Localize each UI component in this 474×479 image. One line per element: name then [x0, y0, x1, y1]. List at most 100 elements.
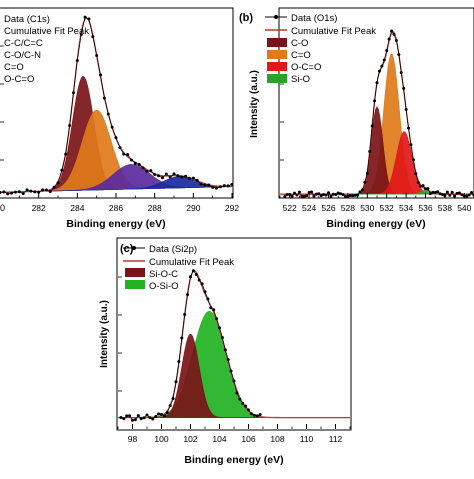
data-point — [49, 190, 52, 193]
legend-o1s-oco-label: O-C=O — [291, 62, 321, 73]
data-point — [201, 282, 204, 285]
panel-c1s-legend: Data (C1s) Cumulative Fit Peak C-C/C=C C… — [4, 14, 89, 85]
data-point — [212, 308, 215, 311]
data-point — [172, 397, 175, 400]
data-point — [76, 59, 79, 62]
data-point — [145, 170, 148, 173]
data-point — [227, 184, 230, 187]
data-point — [122, 417, 125, 420]
data-point — [458, 191, 461, 194]
data-point — [176, 174, 179, 177]
data-point — [392, 33, 395, 36]
legend-o1s-c-double-o-swatch — [267, 50, 287, 59]
x-tick-label: 106 — [241, 434, 255, 444]
data-point — [142, 166, 145, 169]
data-point — [468, 194, 471, 197]
data-point — [148, 416, 151, 419]
data-point — [99, 73, 102, 76]
legend-si2p-osio-swatch — [125, 280, 145, 289]
data-point — [91, 35, 94, 38]
data-point — [238, 398, 241, 401]
data-point — [436, 190, 439, 193]
data-point — [198, 279, 201, 282]
panel-si2p-marks — [118, 269, 350, 421]
data-point — [259, 413, 262, 416]
legend-o1s-data-label: Data (O1s) — [291, 13, 337, 24]
data-point — [388, 38, 391, 41]
data-point — [446, 191, 449, 194]
data-point — [6, 192, 9, 195]
data-point — [390, 29, 393, 32]
legend-si2p-data-marker — [132, 246, 136, 250]
data-point — [402, 87, 405, 90]
data-point — [417, 181, 420, 184]
data-point — [33, 190, 36, 193]
data-point — [29, 190, 32, 193]
data-point — [134, 162, 137, 165]
data-point — [305, 194, 308, 197]
data-point — [87, 17, 90, 20]
panel-o1s-panel-label: (b) — [239, 12, 253, 24]
data-point — [22, 192, 25, 195]
legend-si2p-fit-label: Cumulative Fit Peak — [149, 257, 234, 268]
data-point — [448, 194, 451, 197]
legend-o1s-sio-label: Si-O — [291, 74, 310, 85]
data-point — [414, 172, 417, 175]
data-point — [180, 337, 183, 340]
data-point — [224, 348, 227, 351]
data-point — [154, 415, 157, 418]
data-point — [107, 112, 110, 115]
data-point — [295, 193, 298, 196]
x-tick-label: 532 — [380, 203, 394, 213]
data-point — [405, 108, 408, 111]
data-point — [134, 418, 137, 421]
data-point — [45, 188, 48, 191]
legend-o1s-data-marker — [274, 15, 278, 19]
panel-o1s-legend: Data (O1s) Cumulative Fit Peak C-O C=O O… — [265, 13, 376, 85]
data-point — [138, 163, 141, 166]
x-tick-label: 522 — [283, 203, 297, 213]
x-tick-label: 538 — [438, 203, 452, 213]
data-point — [310, 191, 313, 194]
data-point — [426, 187, 429, 190]
data-point — [407, 127, 410, 130]
data-point — [157, 174, 160, 177]
data-point — [211, 186, 214, 189]
x-tick-label: 530 — [360, 203, 374, 213]
legend-o1s-fit-label: Cumulative Fit Peak — [291, 26, 376, 37]
x-tick-label: 536 — [418, 203, 432, 213]
data-point — [363, 181, 366, 184]
legend-c1s-co-label: C-O/C-N — [4, 50, 41, 61]
x-tick-label: 104 — [212, 434, 226, 444]
data-point — [293, 192, 296, 195]
data-point — [146, 413, 149, 416]
data-point — [128, 414, 131, 417]
panel-si2p-y-axis-title: Intensity (a.u.) — [99, 300, 110, 368]
data-point — [153, 173, 156, 176]
data-point — [244, 405, 247, 408]
data-point — [180, 176, 183, 179]
data-point — [253, 414, 256, 417]
data-point — [160, 413, 163, 416]
data-point — [298, 191, 301, 194]
legend-si2p-sioc-label: Si-O-C — [149, 269, 178, 280]
data-point — [26, 188, 29, 191]
data-point — [203, 183, 206, 186]
x-tick-label: 528 — [341, 203, 355, 213]
data-point — [18, 190, 21, 193]
legend-o1s-co-label: C-O — [291, 38, 308, 49]
data-point — [376, 81, 379, 84]
data-point — [161, 176, 164, 179]
legend-c1s-oco-label: O-C=O — [4, 74, 34, 85]
data-point — [175, 380, 178, 383]
data-point — [283, 195, 286, 198]
data-point — [206, 297, 209, 300]
data-point — [131, 419, 134, 422]
data-point — [173, 172, 176, 175]
data-point — [359, 190, 362, 193]
data-point — [250, 412, 253, 415]
data-point — [378, 70, 381, 73]
legend-c1s-c-double-o-label: C=O — [4, 62, 24, 73]
data-point — [183, 313, 186, 316]
